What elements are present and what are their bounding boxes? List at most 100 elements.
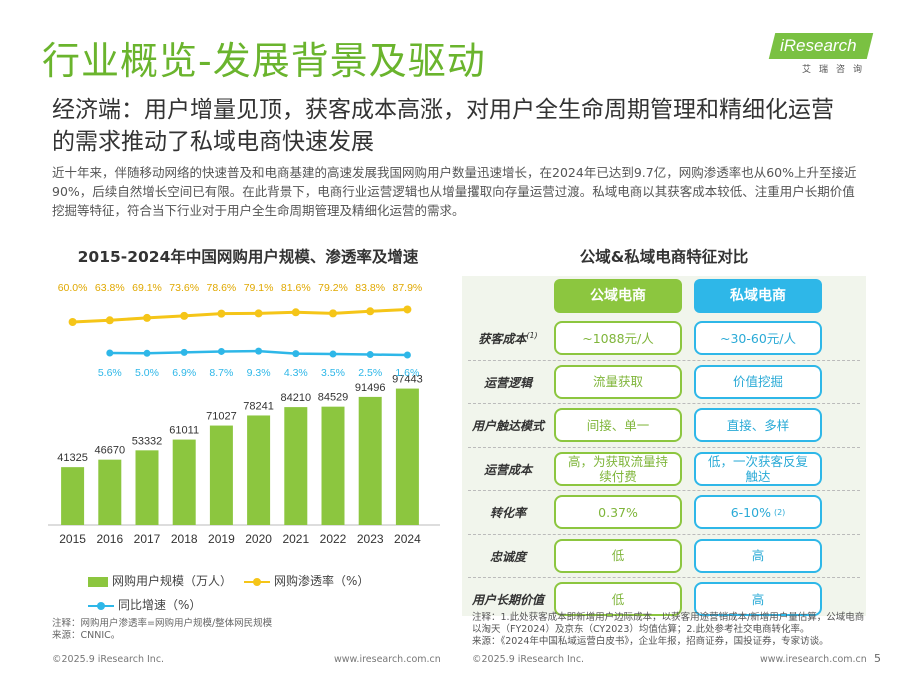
bar-label-2024: 97443 [392, 374, 423, 386]
bar-label-2023: 91496 [355, 382, 386, 394]
bar-2019 [209, 425, 233, 525]
row-label-3: 运营成本 [464, 461, 552, 478]
bar-2024 [395, 388, 419, 525]
legend-growth: 同比增速（%） [88, 596, 201, 613]
bar-2023 [358, 396, 382, 525]
penetration-label-2023: 83.8% [355, 282, 385, 294]
row-label-2: 用户触达模式 [464, 417, 552, 434]
growth-label-2022: 3.5% [321, 367, 345, 379]
growth-point-2020 [255, 347, 263, 355]
chart-notes: 注释：网购用户渗透率=网购用户规模/整体网民规模 来源：CNNIC。 [52, 618, 452, 642]
x-tick-2018: 2018 [171, 532, 198, 546]
penetration-point-2024 [403, 305, 412, 314]
row-divider-2 [468, 446, 860, 448]
public-cell-5: 低 [554, 538, 682, 573]
penetration-point-2019 [217, 309, 226, 318]
penetration-point-2023 [366, 307, 375, 316]
public-cell-4: 0.37% [554, 495, 682, 529]
growth-label-2017: 5.0% [135, 367, 159, 379]
public-cell-3: 高，为获取流量持续付费 [554, 451, 682, 486]
penetration-label-2022: 79.2% [318, 282, 348, 294]
x-tick-2024: 2024 [394, 532, 421, 546]
growth-point-2022 [329, 350, 337, 358]
public-cell-6: 低 [554, 582, 682, 616]
growth-label-2023: 2.5% [358, 367, 382, 379]
x-tick-2017: 2017 [134, 532, 161, 546]
row-label-1: 运营逻辑 [464, 374, 552, 391]
row-label-text: 运营逻辑 [483, 375, 532, 390]
user-scale-chart: 41325 2015 46670 2016 53332 2017 61011 2018 7102… [48, 282, 440, 546]
row-label-note: (1) [526, 331, 538, 340]
growth-label-2018: 6.9% [172, 367, 196, 379]
chart-title: 2015-2024年中国网购用户规模、渗透率及增速 [77, 248, 419, 266]
header-public: 公域电商 [554, 279, 682, 313]
comparison-notes: 注释：1.此处获客成本即新增用户边际成本，以获客用途营销成本/新增用户量估算，公… [472, 612, 868, 648]
growth-point-2019 [217, 347, 225, 355]
private-cell-note: (2) [773, 507, 786, 517]
logo-text: iResearch [780, 36, 857, 55]
penetration-point-2018 [180, 311, 189, 320]
row-label-text: 用户长期价值 [471, 593, 544, 607]
row-label-6: 用户长期价值 [464, 591, 552, 608]
penetration-label-2021: 81.6% [281, 282, 311, 294]
x-tick-2023: 2023 [357, 532, 384, 546]
row-label-text: 转化率 [489, 506, 526, 520]
x-tick-2022: 2022 [320, 532, 347, 546]
growth-label-2019: 8.7% [209, 367, 233, 379]
row-divider-5 [468, 577, 860, 578]
x-tick-2016: 2016 [96, 532, 123, 546]
growth-point-2023 [366, 351, 374, 359]
bar-2018 [172, 439, 196, 525]
footer-url-left: www.iresearch.com.cn [334, 654, 441, 665]
comparison-title: 公域&私域电商特征对比 [579, 248, 749, 266]
chart-note-2: 来源：CNNIC。 [52, 630, 121, 641]
legend-bar: 网购用户规模（万人） [88, 572, 232, 589]
growth-label-2021: 4.3% [284, 367, 308, 379]
x-tick-2015: 2015 [59, 532, 86, 546]
legend-penetration: 网购渗透率（%） [244, 572, 369, 589]
growth-label-2020: 9.3% [247, 367, 271, 379]
growth-point-2018 [180, 348, 188, 356]
bar-label-2019: 71027 [206, 411, 237, 423]
logo-sub: 艾瑞咨询 [802, 65, 871, 75]
bar-label-2020: 78241 [243, 400, 274, 412]
bar-label-2021: 84210 [281, 392, 312, 404]
footer-copyright-left: ©2025.9 iResearch Inc. [52, 654, 165, 665]
bar-2022 [321, 406, 345, 525]
row-label-text: 用户触达模式 [471, 419, 544, 433]
penetration-point-2021 [291, 308, 300, 317]
x-tick-2020: 2020 [245, 532, 272, 546]
private-cell-3: 低，一次获客反复触达 [694, 451, 822, 486]
growth-point-2021 [292, 350, 300, 358]
page-subtitle: 经济端：用户增量见顶，获客成本高涨，对用户全生命周期管理和精细化运营的需求推动了… [52, 97, 834, 155]
row-label-5: 忠诚度 [464, 548, 552, 565]
comparison-panel: 公域电商 私域电商 获客成本(1) ~1088元/人 ~30-60元/人 运营逻辑 流量… [462, 276, 866, 616]
bar-2021 [284, 407, 308, 525]
row-label-text: 运营成本 [483, 462, 532, 477]
penetration-label-2020: 79.1% [244, 282, 274, 294]
row-label-0: 获客成本(1) [464, 330, 552, 347]
penetration-point-2022 [329, 309, 337, 318]
header-private: 私域电商 [694, 279, 822, 313]
page-title: 行业概览-发展背景及驱动 [42, 39, 486, 83]
penetration-label-2018: 73.6% [169, 282, 199, 294]
x-tick-2019: 2019 [208, 532, 235, 546]
private-cell-0: ~30-60元/人 [694, 321, 822, 355]
growth-point-2017 [143, 349, 151, 357]
row-divider-0 [468, 359, 860, 361]
private-cell-1: 价值挖掘 [694, 364, 822, 399]
row-label-text: 获客成本 [478, 332, 527, 346]
penetration-point-2015 [68, 318, 77, 326]
bar-label-2016: 46670 [95, 445, 126, 457]
legend-bar-label: 网购用户规模（万人） [112, 574, 233, 588]
penetration-label-2016: 63.8% [95, 282, 125, 294]
row-label-text: 忠诚度 [489, 549, 526, 564]
page-number: 5 [874, 652, 881, 665]
legend-growth-label: 同比增速（%） [118, 598, 202, 612]
private-cell-4: 6-10% (2) [694, 495, 822, 529]
chart-note-1: 注释：网购用户渗透率=网购用户规模/整体网民规模 [52, 618, 273, 629]
bar-label-2018: 61011 [169, 425, 199, 437]
penetration-point-2020 [254, 309, 263, 318]
private-cell-5: 高 [694, 538, 822, 573]
public-cell-2: 间接、单一 [554, 408, 682, 442]
